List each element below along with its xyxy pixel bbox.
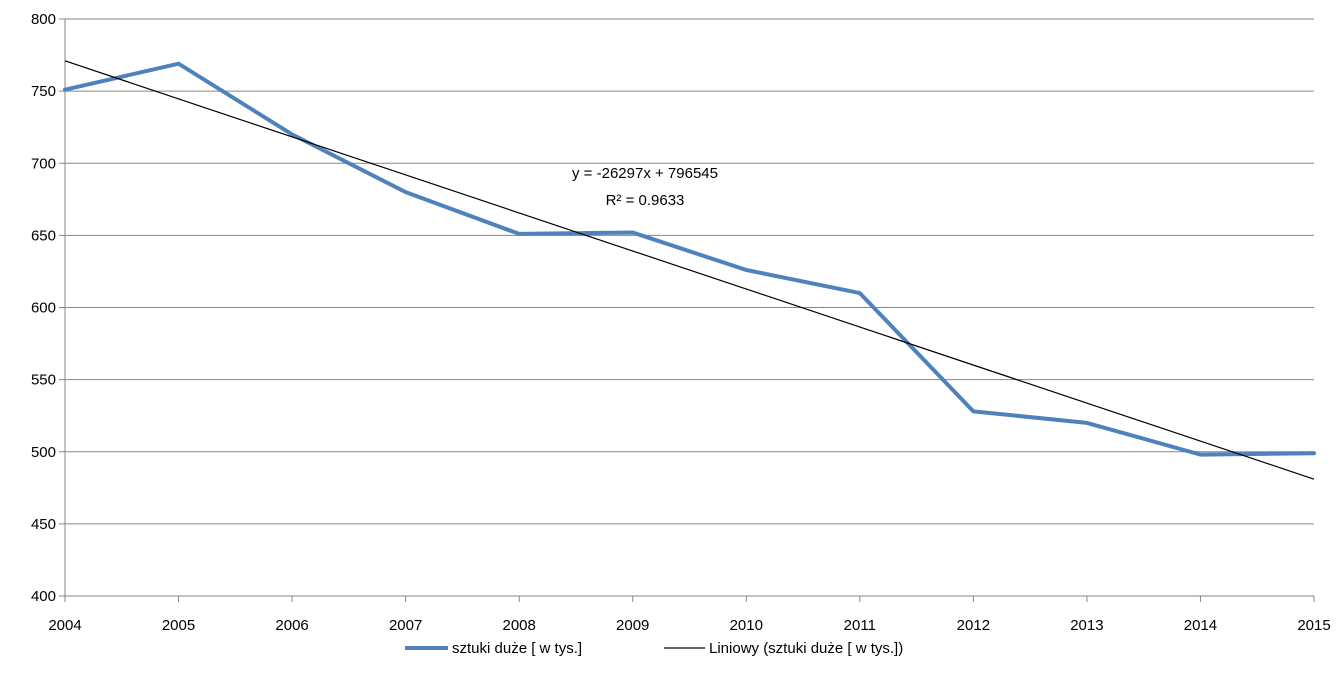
trendline-liniowy	[64, 60, 1315, 480]
x-tick-label: 2013	[1070, 617, 1103, 634]
y-tick-label: 550	[31, 372, 56, 389]
x-axis-ticks: 2004 2005 2006 2007 2008 2009 2010 2011 2012 2013…	[48, 596, 1331, 634]
y-tick-label: 400	[31, 588, 56, 605]
trendline-equation: y = -26297x + 796545	[572, 165, 718, 182]
y-tick-label: 750	[31, 83, 56, 100]
legend-label-trendline: Liniowy (sztuki duże [ w tys.])	[709, 640, 903, 657]
x-tick-label: 2005	[162, 617, 195, 634]
x-tick-label: 2014	[1184, 617, 1217, 634]
y-tick-label: 450	[31, 516, 56, 533]
y-tick-label: 800	[31, 11, 56, 28]
x-tick-label: 2015	[1297, 617, 1330, 634]
gridlines	[65, 18, 1314, 525]
x-tick-label: 2010	[730, 617, 763, 634]
series-line-sztuki-duze	[63, 61, 1316, 457]
y-axis-ticks: 400 450 500 550 600 650 700 750 800	[31, 11, 65, 605]
x-tick-label: 2006	[275, 617, 308, 634]
legend: sztuki duże [ w tys.] Liniowy (sztuki du…	[405, 640, 903, 657]
y-tick-label: 650	[31, 227, 56, 244]
trendline-r-squared: R² = 0.9633	[606, 192, 685, 209]
x-tick-label: 2007	[389, 617, 422, 634]
x-tick-label: 2009	[616, 617, 649, 634]
y-tick-label: 500	[31, 444, 56, 461]
x-tick-label: 2008	[502, 617, 535, 634]
x-tick-label: 2004	[48, 617, 81, 634]
x-tick-label: 2012	[957, 617, 990, 634]
legend-label-series: sztuki duże [ w tys.]	[452, 640, 582, 657]
y-tick-label: 600	[31, 300, 56, 317]
y-tick-label: 700	[31, 155, 56, 172]
x-tick-label: 2011	[844, 617, 876, 634]
